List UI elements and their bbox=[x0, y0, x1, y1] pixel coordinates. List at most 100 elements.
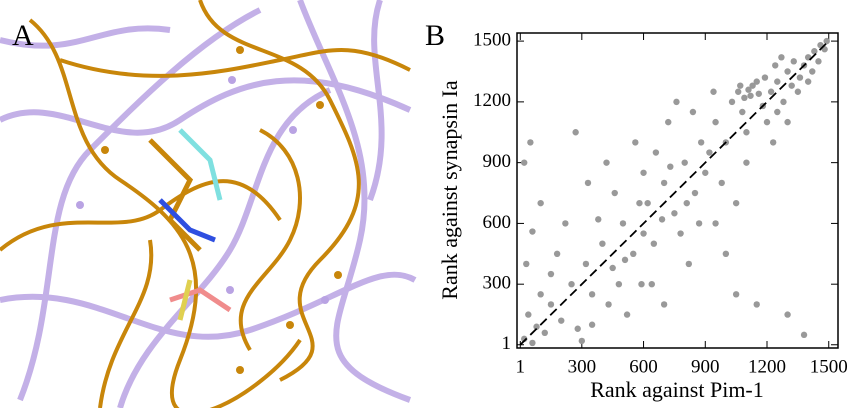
y-tick-label: 600 bbox=[483, 212, 512, 233]
x-tick-label: 600 bbox=[629, 356, 658, 377]
protein-structure-image bbox=[0, 0, 417, 408]
scatter-point bbox=[527, 139, 534, 146]
scatter-point bbox=[774, 108, 781, 116]
scatter-point bbox=[809, 68, 816, 75]
scatter-point bbox=[640, 169, 647, 176]
scatter-point bbox=[621, 256, 629, 264]
scatter-point bbox=[644, 199, 651, 207]
scatter-point bbox=[582, 260, 590, 268]
scatter-point bbox=[767, 88, 775, 95]
scatter-point bbox=[574, 325, 581, 332]
scatter-point bbox=[660, 179, 668, 187]
scatter-point bbox=[588, 321, 596, 328]
y-axis-label: Rank against synapsin Ia bbox=[437, 80, 462, 300]
scatter-point bbox=[706, 149, 713, 156]
y-tick-label: 1 bbox=[502, 333, 512, 354]
scatter-point bbox=[780, 98, 787, 106]
scatter-point bbox=[784, 68, 791, 75]
scatter-point bbox=[685, 260, 693, 268]
scatter-point bbox=[611, 189, 618, 197]
scatter-point bbox=[547, 301, 555, 308]
scatter-point bbox=[636, 199, 643, 207]
x-tick-label: 1200 bbox=[748, 356, 786, 377]
scatter-point bbox=[695, 220, 703, 227]
scatter-point bbox=[652, 149, 660, 156]
scatter-point bbox=[755, 90, 762, 97]
scatter-point bbox=[800, 331, 808, 339]
x-tick-label: 300 bbox=[568, 356, 597, 377]
scatter-point bbox=[588, 291, 596, 298]
scatter-point bbox=[595, 216, 602, 223]
scatter-point bbox=[697, 139, 705, 146]
scatter-point bbox=[667, 163, 674, 170]
scatter-point bbox=[788, 82, 795, 89]
scatter-point bbox=[732, 199, 740, 207]
scatter-point bbox=[710, 88, 717, 95]
scatter-point bbox=[743, 129, 750, 136]
scatter-point bbox=[823, 37, 830, 45]
scatter-point bbox=[753, 301, 760, 308]
scatter-point bbox=[630, 250, 637, 258]
scatter-point bbox=[689, 108, 697, 116]
scatter-point bbox=[609, 264, 616, 272]
scatter-point bbox=[533, 323, 540, 330]
scatter-point bbox=[745, 86, 752, 93]
scatter-point bbox=[683, 199, 690, 207]
scatter-point bbox=[671, 210, 678, 217]
panel-label: A bbox=[12, 19, 34, 52]
scatter-point bbox=[623, 311, 631, 318]
scatter-point bbox=[722, 250, 730, 258]
x-tick-label: 1 bbox=[516, 356, 526, 377]
scatter-point bbox=[529, 339, 536, 347]
scatter-point bbox=[737, 82, 744, 89]
scatter-point bbox=[584, 179, 592, 187]
scatter-point bbox=[578, 337, 586, 345]
x-tick-label: 900 bbox=[691, 356, 720, 377]
scatter-point bbox=[537, 291, 544, 298]
plot-frame bbox=[516, 32, 839, 349]
scatter-point bbox=[718, 179, 725, 187]
scatter-point bbox=[790, 58, 797, 65]
scatter-point bbox=[681, 159, 688, 166]
scatter-point bbox=[525, 311, 532, 318]
scatter-point bbox=[702, 169, 709, 176]
scatter-point bbox=[774, 78, 781, 85]
scatter-point bbox=[712, 118, 719, 126]
scatter-point bbox=[712, 220, 719, 227]
scatter-point bbox=[541, 329, 548, 337]
scatter-point bbox=[615, 280, 623, 288]
scatter-point bbox=[728, 98, 736, 106]
scatter-point bbox=[749, 82, 756, 89]
scatter-point bbox=[599, 240, 606, 247]
scatter-point bbox=[743, 159, 750, 166]
scatter-point bbox=[547, 270, 555, 278]
scatter-point bbox=[603, 159, 610, 166]
panel-label: B bbox=[425, 19, 445, 52]
scatter-point bbox=[650, 240, 658, 247]
scatter-point bbox=[741, 94, 748, 102]
scatter-point bbox=[735, 88, 742, 95]
scatter-point bbox=[640, 230, 647, 237]
scatter-point bbox=[763, 118, 771, 126]
scatter-point bbox=[769, 139, 777, 146]
y-tick-label: 900 bbox=[483, 151, 512, 172]
x-axis-label: Rank against Pim-1 bbox=[590, 377, 764, 402]
y-tick-label: 1500 bbox=[473, 29, 511, 50]
scatter-point bbox=[648, 280, 655, 288]
y-tick-label: 1200 bbox=[473, 90, 511, 111]
scatter-point bbox=[677, 230, 684, 237]
scatter-point bbox=[739, 108, 746, 116]
scatter-point bbox=[562, 220, 569, 227]
scatter-point bbox=[784, 118, 791, 126]
reference-line bbox=[519, 40, 830, 346]
scatter-point bbox=[815, 58, 822, 65]
scatter-point bbox=[772, 62, 779, 69]
scatter-point bbox=[794, 88, 802, 95]
scatter-point bbox=[761, 74, 769, 81]
scatter-point bbox=[521, 159, 528, 166]
scatter-point bbox=[811, 48, 818, 55]
scatter-point bbox=[619, 220, 627, 227]
scatter-point bbox=[553, 250, 561, 258]
scatter-point bbox=[638, 280, 645, 288]
